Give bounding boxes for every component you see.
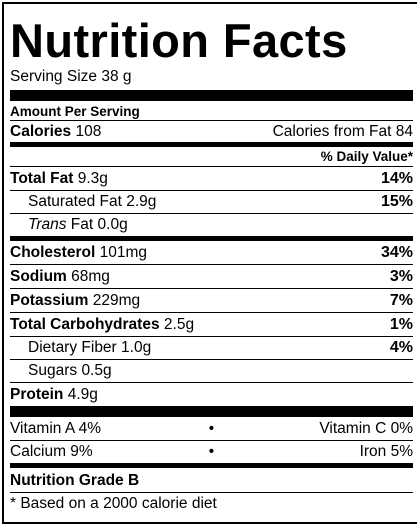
- saturated-fat-amount: 2.9g: [126, 193, 157, 210]
- saturated-fat-label: Saturated Fat: [28, 193, 122, 210]
- calories-left: Calories 108: [10, 121, 101, 142]
- footnote: * Based on a 2000 calorie diet: [10, 495, 217, 512]
- trans-fat-label-italic: Trans: [28, 216, 67, 233]
- cholesterol-label: Cholesterol: [10, 244, 96, 261]
- calories-row: Calories 108 Calories from Fat 84: [10, 121, 413, 147]
- total-fat-label: Total Fat: [10, 170, 74, 187]
- saturated-fat-pct: 15%: [380, 193, 413, 210]
- protein-amount: 4.9g: [67, 386, 98, 403]
- protein-label: Protein: [10, 386, 64, 403]
- total-fat-left: Total Fat 9.3g: [10, 167, 108, 190]
- daily-value-header-row: % Daily Value*: [10, 147, 413, 167]
- calcium: Calcium 9%: [10, 443, 93, 460]
- potassium-amount: 229mg: [92, 292, 141, 309]
- trans-fat-amount: 0.0g: [97, 216, 128, 233]
- cholesterol-pct: 34%: [380, 244, 413, 261]
- dietary-fiber-label: Dietary Fiber: [28, 339, 117, 356]
- saturated-fat-row: Saturated Fat 2.9g 15%: [10, 191, 413, 214]
- amount-per-serving: Amount Per Serving: [10, 104, 140, 119]
- dietary-fiber-amount: 1.0g: [121, 339, 152, 356]
- vitamin-c: Vitamin C 0%: [319, 420, 413, 437]
- footnote-row: * Based on a 2000 calorie diet: [10, 493, 413, 515]
- sugars-amount: 0.5g: [81, 362, 112, 379]
- protein-row: Protein 4.9g: [10, 383, 413, 417]
- serving-size-row: Serving Size 38 g: [10, 66, 413, 101]
- sugars-left: Sugars 0.5g: [28, 360, 112, 382]
- nutrition-grade: Nutrition Grade B: [10, 472, 140, 489]
- sugars-row: Sugars 0.5g: [10, 360, 413, 383]
- dietary-fiber-pct: 4%: [389, 339, 413, 356]
- bullet-separator: •: [208, 420, 215, 437]
- sodium-left: Sodium 68mg: [10, 265, 110, 288]
- cholesterol-row: Cholesterol 101mg 34%: [10, 241, 413, 265]
- trans-fat-left: Trans Fat 0.0g: [28, 214, 128, 236]
- cholesterol-amount: 101mg: [99, 244, 147, 261]
- sodium-label: Sodium: [10, 268, 67, 285]
- saturated-fat-left: Saturated Fat 2.9g: [28, 191, 156, 213]
- sodium-amount: 68mg: [71, 268, 110, 285]
- dietary-fiber-row: Dietary Fiber 1.0g 4%: [10, 337, 413, 360]
- trans-fat-label-rest: Fat: [70, 216, 94, 233]
- serving-size: Serving Size 38 g: [10, 68, 132, 85]
- potassium-row: Potassium 229mg 7%: [10, 289, 413, 313]
- potassium-label: Potassium: [10, 292, 89, 309]
- total-carbohydrates-label: Total Carbohydrates: [10, 316, 160, 333]
- potassium-left: Potassium 229mg: [10, 289, 140, 312]
- cholesterol-left: Cholesterol 101mg: [10, 241, 147, 264]
- calories-value: 108: [75, 123, 102, 140]
- vitamins-row-1: Vitamin A 4% • Vitamin C 0%: [10, 417, 413, 441]
- label-title: Nutrition Facts: [10, 14, 348, 67]
- sodium-row: Sodium 68mg 3%: [10, 265, 413, 289]
- total-fat-pct: 14%: [380, 170, 413, 187]
- total-carbohydrates-left: Total Carbohydrates 2.5g: [10, 313, 194, 336]
- trans-fat-row: Trans Fat 0.0g: [10, 214, 413, 241]
- vitamin-a: Vitamin A 4%: [10, 420, 102, 437]
- sugars-label: Sugars: [28, 362, 78, 379]
- vitamins-row-2: Calcium 9% • Iron 5%: [10, 441, 413, 468]
- amount-per-serving-row: Amount Per Serving: [10, 101, 413, 121]
- potassium-pct: 7%: [389, 292, 413, 309]
- calories-label: Calories: [10, 123, 72, 140]
- total-carbohydrates-amount: 2.5g: [163, 316, 195, 333]
- bullet-separator: •: [208, 443, 215, 460]
- total-fat-row: Total Fat 9.3g 14%: [10, 167, 413, 191]
- dietary-fiber-left: Dietary Fiber 1.0g: [28, 337, 151, 359]
- total-carbohydrates-row: Total Carbohydrates 2.5g 1%: [10, 313, 413, 337]
- iron: Iron 5%: [359, 443, 413, 460]
- grade-row: Nutrition Grade B: [10, 468, 413, 493]
- sodium-pct: 3%: [389, 268, 413, 285]
- calories-from-fat: Calories from Fat 84: [272, 123, 413, 140]
- protein-left: Protein 4.9g: [10, 383, 98, 406]
- total-carbohydrates-pct: 1%: [389, 316, 413, 333]
- total-fat-amount: 9.3g: [77, 170, 108, 187]
- daily-value-header: % Daily Value*: [320, 149, 413, 164]
